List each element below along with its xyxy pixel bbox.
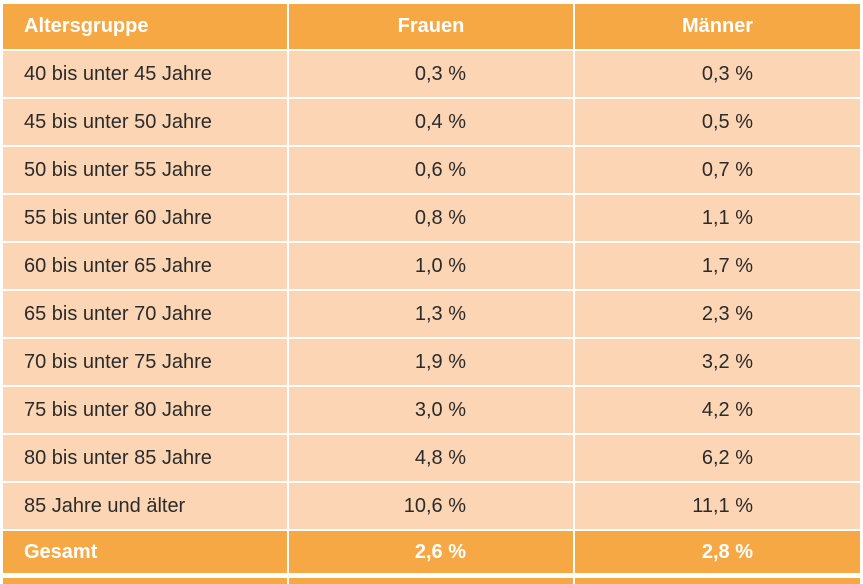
men-value-cell: 0,7 %: [575, 147, 860, 195]
age-group-cell: 75 bis unter 80 Jahre: [3, 387, 289, 435]
men-value-cell: 2,3 %: [575, 291, 860, 339]
age-group-cell: 85 Jahre und älter: [3, 483, 289, 531]
men-value-cell: 0,3 %: [575, 51, 860, 99]
age-group-cell: 55 bis unter 60 Jahre: [3, 195, 289, 243]
women-value-cell: 1,9 %: [289, 339, 575, 387]
men-value-cell: 4,2 %: [575, 387, 860, 435]
table-bottom-strip: [3, 578, 860, 584]
men-value-cell: 3,2 %: [575, 339, 860, 387]
women-value-cell: 0,6 %: [289, 147, 575, 195]
header-frauen: Frauen: [289, 4, 575, 51]
table-row: 85 Jahre und älter 10,6 % 11,1 %: [3, 483, 860, 531]
age-group-cell: 65 bis unter 70 Jahre: [3, 291, 289, 339]
women-value-cell: 3,0 %: [289, 387, 575, 435]
table-row: 80 bis unter 85 Jahre 4,8 % 6,2 %: [3, 435, 860, 483]
men-value-cell: 1,1 %: [575, 195, 860, 243]
table-row: 70 bis unter 75 Jahre 1,9 % 3,2 %: [3, 339, 860, 387]
header-maenner: Männer: [575, 4, 860, 51]
table-row: 60 bis unter 65 Jahre 1,0 % 1,7 %: [3, 243, 860, 291]
women-value-cell: 1,0 %: [289, 243, 575, 291]
men-value-cell: 1,7 %: [575, 243, 860, 291]
age-group-cell: 80 bis unter 85 Jahre: [3, 435, 289, 483]
table-row: 40 bis unter 45 Jahre 0,3 % 0,3 %: [3, 51, 860, 99]
age-group-cell: 40 bis unter 45 Jahre: [3, 51, 289, 99]
men-value-cell: 0,5 %: [575, 99, 860, 147]
age-group-cell: 70 bis unter 75 Jahre: [3, 339, 289, 387]
women-value-cell: 0,8 %: [289, 195, 575, 243]
table-row: 55 bis unter 60 Jahre 0,8 % 1,1 %: [3, 195, 860, 243]
table-row: 75 bis unter 80 Jahre 3,0 % 4,2 %: [3, 387, 860, 435]
table-total-row: Gesamt 2,6 % 2,8 %: [3, 531, 860, 575]
women-value-cell: 0,3 %: [289, 51, 575, 99]
table-row: 45 bis unter 50 Jahre 0,4 % 0,5 %: [3, 99, 860, 147]
total-men: 2,8 %: [575, 531, 860, 575]
men-value-cell: 6,2 %: [575, 435, 860, 483]
women-value-cell: 4,8 %: [289, 435, 575, 483]
women-value-cell: 10,6 %: [289, 483, 575, 531]
table-row: 65 bis unter 70 Jahre 1,3 % 2,3 %: [3, 291, 860, 339]
men-value-cell: 11,1 %: [575, 483, 860, 531]
data-table: Altersgruppe Frauen Männer 40 bis unter …: [3, 4, 860, 575]
header-altersgruppe: Altersgruppe: [3, 4, 289, 51]
women-value-cell: 0,4 %: [289, 99, 575, 147]
table-header-row: Altersgruppe Frauen Männer: [3, 4, 860, 51]
table-row: 50 bis unter 55 Jahre 0,6 % 0,7 %: [3, 147, 860, 195]
total-women: 2,6 %: [289, 531, 575, 575]
total-label: Gesamt: [3, 531, 289, 575]
age-group-cell: 60 bis unter 65 Jahre: [3, 243, 289, 291]
women-value-cell: 1,3 %: [289, 291, 575, 339]
age-group-cell: 45 bis unter 50 Jahre: [3, 99, 289, 147]
age-group-cell: 50 bis unter 55 Jahre: [3, 147, 289, 195]
